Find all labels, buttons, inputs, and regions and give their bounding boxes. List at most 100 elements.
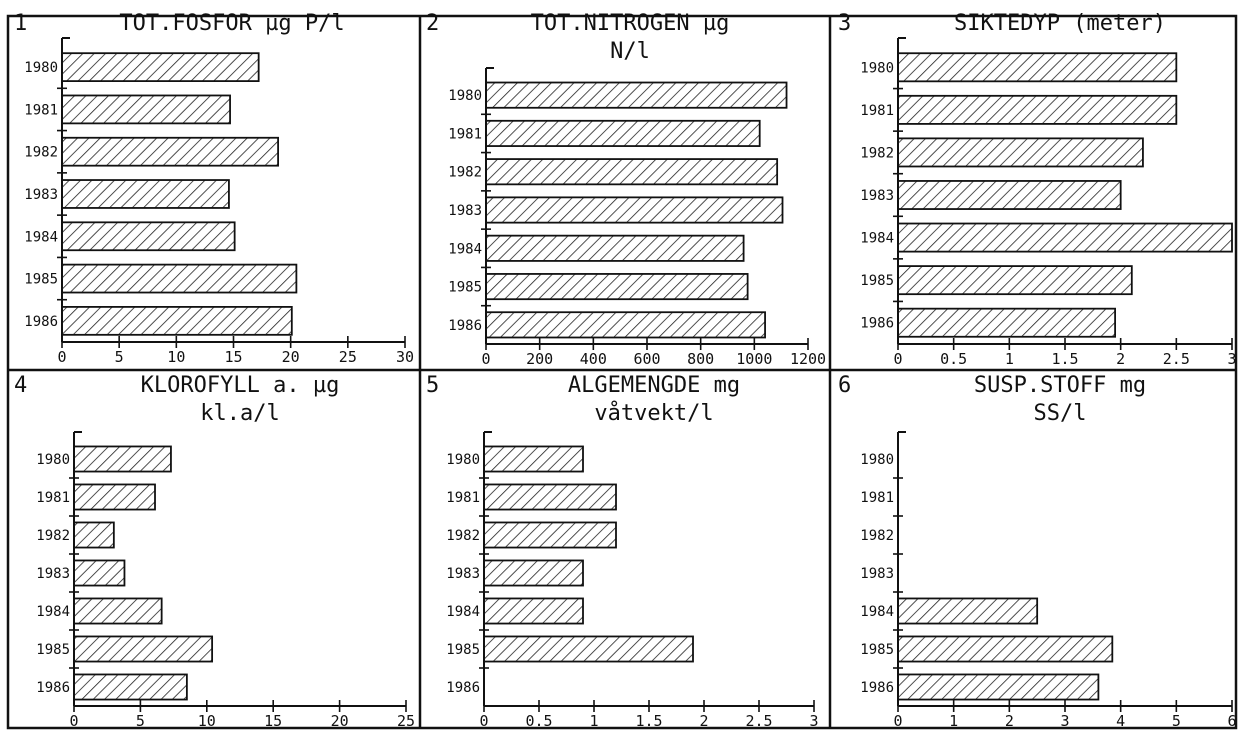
chart-title: N/l xyxy=(610,39,650,64)
bar-1983 xyxy=(485,196,784,224)
x-tick-label: 2 xyxy=(1116,350,1125,368)
y-tick-label: 1985 xyxy=(24,272,58,288)
bar-1984 xyxy=(485,234,745,262)
y-tick-label: 1981 xyxy=(860,490,894,506)
bar-1983 xyxy=(483,559,584,587)
bar-1982 xyxy=(485,158,779,186)
y-tick-label: 1982 xyxy=(446,528,480,544)
x-tick-label: 0 xyxy=(893,350,902,368)
x-tick-label: 800 xyxy=(687,350,714,368)
y-tick-label: 1980 xyxy=(36,452,70,468)
chart-title: SUSP.STOFF mg xyxy=(974,373,1146,398)
bar-1982 xyxy=(483,521,617,549)
y-tick-label: 1980 xyxy=(448,88,482,104)
x-tick-label: 1 xyxy=(589,712,598,730)
bar-1986 xyxy=(897,307,1117,338)
x-tick-label: 0 xyxy=(893,712,902,730)
x-tick-label: 1 xyxy=(1005,350,1014,368)
y-tick-label: 1983 xyxy=(24,187,58,203)
y-tick-label: 1985 xyxy=(448,280,482,296)
bar-1981 xyxy=(73,483,156,511)
panel-number: 4 xyxy=(14,373,27,398)
x-tick-label: 0.5 xyxy=(940,350,967,368)
x-tick-label: 1 xyxy=(949,712,958,730)
x-tick-label: 20 xyxy=(331,712,349,730)
x-tick-label: 3 xyxy=(1060,712,1069,730)
x-tick-label: 5 xyxy=(115,348,124,366)
bar-1984 xyxy=(483,597,584,625)
y-tick-label: 1983 xyxy=(860,188,894,204)
bar-1980 xyxy=(483,445,584,473)
x-tick-label: 1200 xyxy=(790,350,826,368)
x-tick-label: 10 xyxy=(198,712,216,730)
y-tick-label: 1980 xyxy=(860,60,894,76)
x-tick-label: 20 xyxy=(282,348,300,366)
bar-1985 xyxy=(61,263,298,294)
x-tick-label: 3 xyxy=(809,712,818,730)
y-tick-label: 1981 xyxy=(860,103,894,119)
bar-1981 xyxy=(483,483,617,511)
x-tick-label: 1.5 xyxy=(635,712,662,730)
y-tick-label: 1985 xyxy=(860,273,894,289)
panel-number: 1 xyxy=(14,11,27,36)
y-tick-label: 1983 xyxy=(446,566,480,582)
x-tick-label: 2.5 xyxy=(745,712,772,730)
bar-1980 xyxy=(485,81,788,109)
y-tick-label: 1981 xyxy=(24,102,58,118)
x-tick-label: 2 xyxy=(1005,712,1014,730)
x-tick-label: 0 xyxy=(481,350,490,368)
bar-1985 xyxy=(485,273,749,301)
x-tick-label: 200 xyxy=(526,350,553,368)
panel-number: 6 xyxy=(838,373,851,398)
y-tick-label: 1985 xyxy=(860,642,894,658)
y-tick-label: 1986 xyxy=(24,314,58,330)
bar-1980 xyxy=(61,52,260,82)
x-tick-label: 2 xyxy=(699,712,708,730)
x-tick-label: 15 xyxy=(264,712,282,730)
x-tick-label: 15 xyxy=(224,348,242,366)
chart-panel-3: 3 SIKTEDYP (meter) 1980 1981 1982 1983 1984 198… xyxy=(838,11,1237,368)
y-tick-label: 1984 xyxy=(448,241,482,257)
bar-1981 xyxy=(485,119,761,147)
y-tick-label: 1983 xyxy=(448,203,482,219)
x-tick-label: 6 xyxy=(1227,712,1236,730)
bar-1981 xyxy=(61,94,231,125)
x-tick-label: 30 xyxy=(396,348,414,366)
x-tick-label: 4 xyxy=(1116,712,1125,730)
chart-title: våtvekt/l xyxy=(594,400,713,426)
x-tick-label: 1.5 xyxy=(1051,350,1078,368)
y-tick-label: 1980 xyxy=(446,452,480,468)
y-tick-label: 1980 xyxy=(860,452,894,468)
chart-panel-4: 4 KLOROFYLL a. µg kl.a/l 1980 1981 1982 1983 19… xyxy=(14,373,415,730)
x-tick-label: 400 xyxy=(580,350,607,368)
y-tick-label: 1985 xyxy=(446,642,480,658)
y-tick-label: 1982 xyxy=(860,145,894,161)
bar-1982 xyxy=(73,521,115,549)
bar-1984 xyxy=(73,597,163,625)
x-tick-label: 10 xyxy=(167,348,185,366)
panel-number: 2 xyxy=(426,11,439,36)
x-tick-label: 5 xyxy=(1172,712,1181,730)
bar-1985 xyxy=(897,635,1114,663)
chart-title: kl.a/l xyxy=(200,401,279,426)
y-tick-label: 1983 xyxy=(36,566,70,582)
chart-title: TOT.FOSFOR µg P/l xyxy=(119,11,344,36)
y-tick-label: 1982 xyxy=(448,165,482,181)
bar-1986 xyxy=(73,673,188,701)
x-tick-label: 0 xyxy=(57,348,66,366)
y-tick-label: 1986 xyxy=(860,316,894,332)
x-tick-label: 1000 xyxy=(736,350,772,368)
bar-1983 xyxy=(897,180,1122,210)
chart-panel-1: 1 TOT.FOSFOR µg P/l 1980 1981 1982 1983 1984 19… xyxy=(14,11,414,366)
x-tick-label: 0 xyxy=(69,712,78,730)
bar-1985 xyxy=(483,635,694,663)
bar-1981 xyxy=(897,94,1178,125)
x-tick-label: 0 xyxy=(479,712,488,730)
chart-title: SIKTEDYP (meter) xyxy=(954,11,1166,36)
x-tick-label: 3 xyxy=(1227,350,1236,368)
bar-1986 xyxy=(485,311,766,339)
panel-number: 5 xyxy=(426,373,439,398)
